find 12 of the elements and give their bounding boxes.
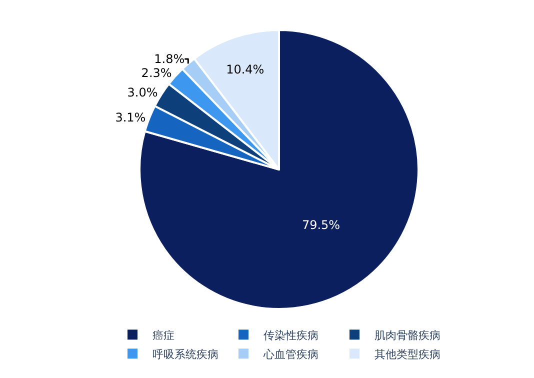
legend-label: 肌肉骨骼疾病 — [374, 328, 440, 342]
legend-label: 传染性疾病 — [264, 328, 318, 342]
legend-label: 癌症 — [152, 328, 174, 342]
data-label: 3.1% — [115, 110, 146, 124]
legend-label: 其他类型疾病 — [374, 348, 440, 361]
data-label: 3.0% — [127, 86, 158, 100]
legend-label: 心血管疾病 — [262, 348, 318, 361]
data-label: 1.8% — [154, 52, 185, 66]
data-label: 79.5% — [302, 218, 340, 232]
data-label: 10.4% — [226, 62, 264, 76]
legend-label: 呼吸系统疾病 — [152, 348, 218, 361]
data-label: 2.3% — [141, 66, 172, 80]
